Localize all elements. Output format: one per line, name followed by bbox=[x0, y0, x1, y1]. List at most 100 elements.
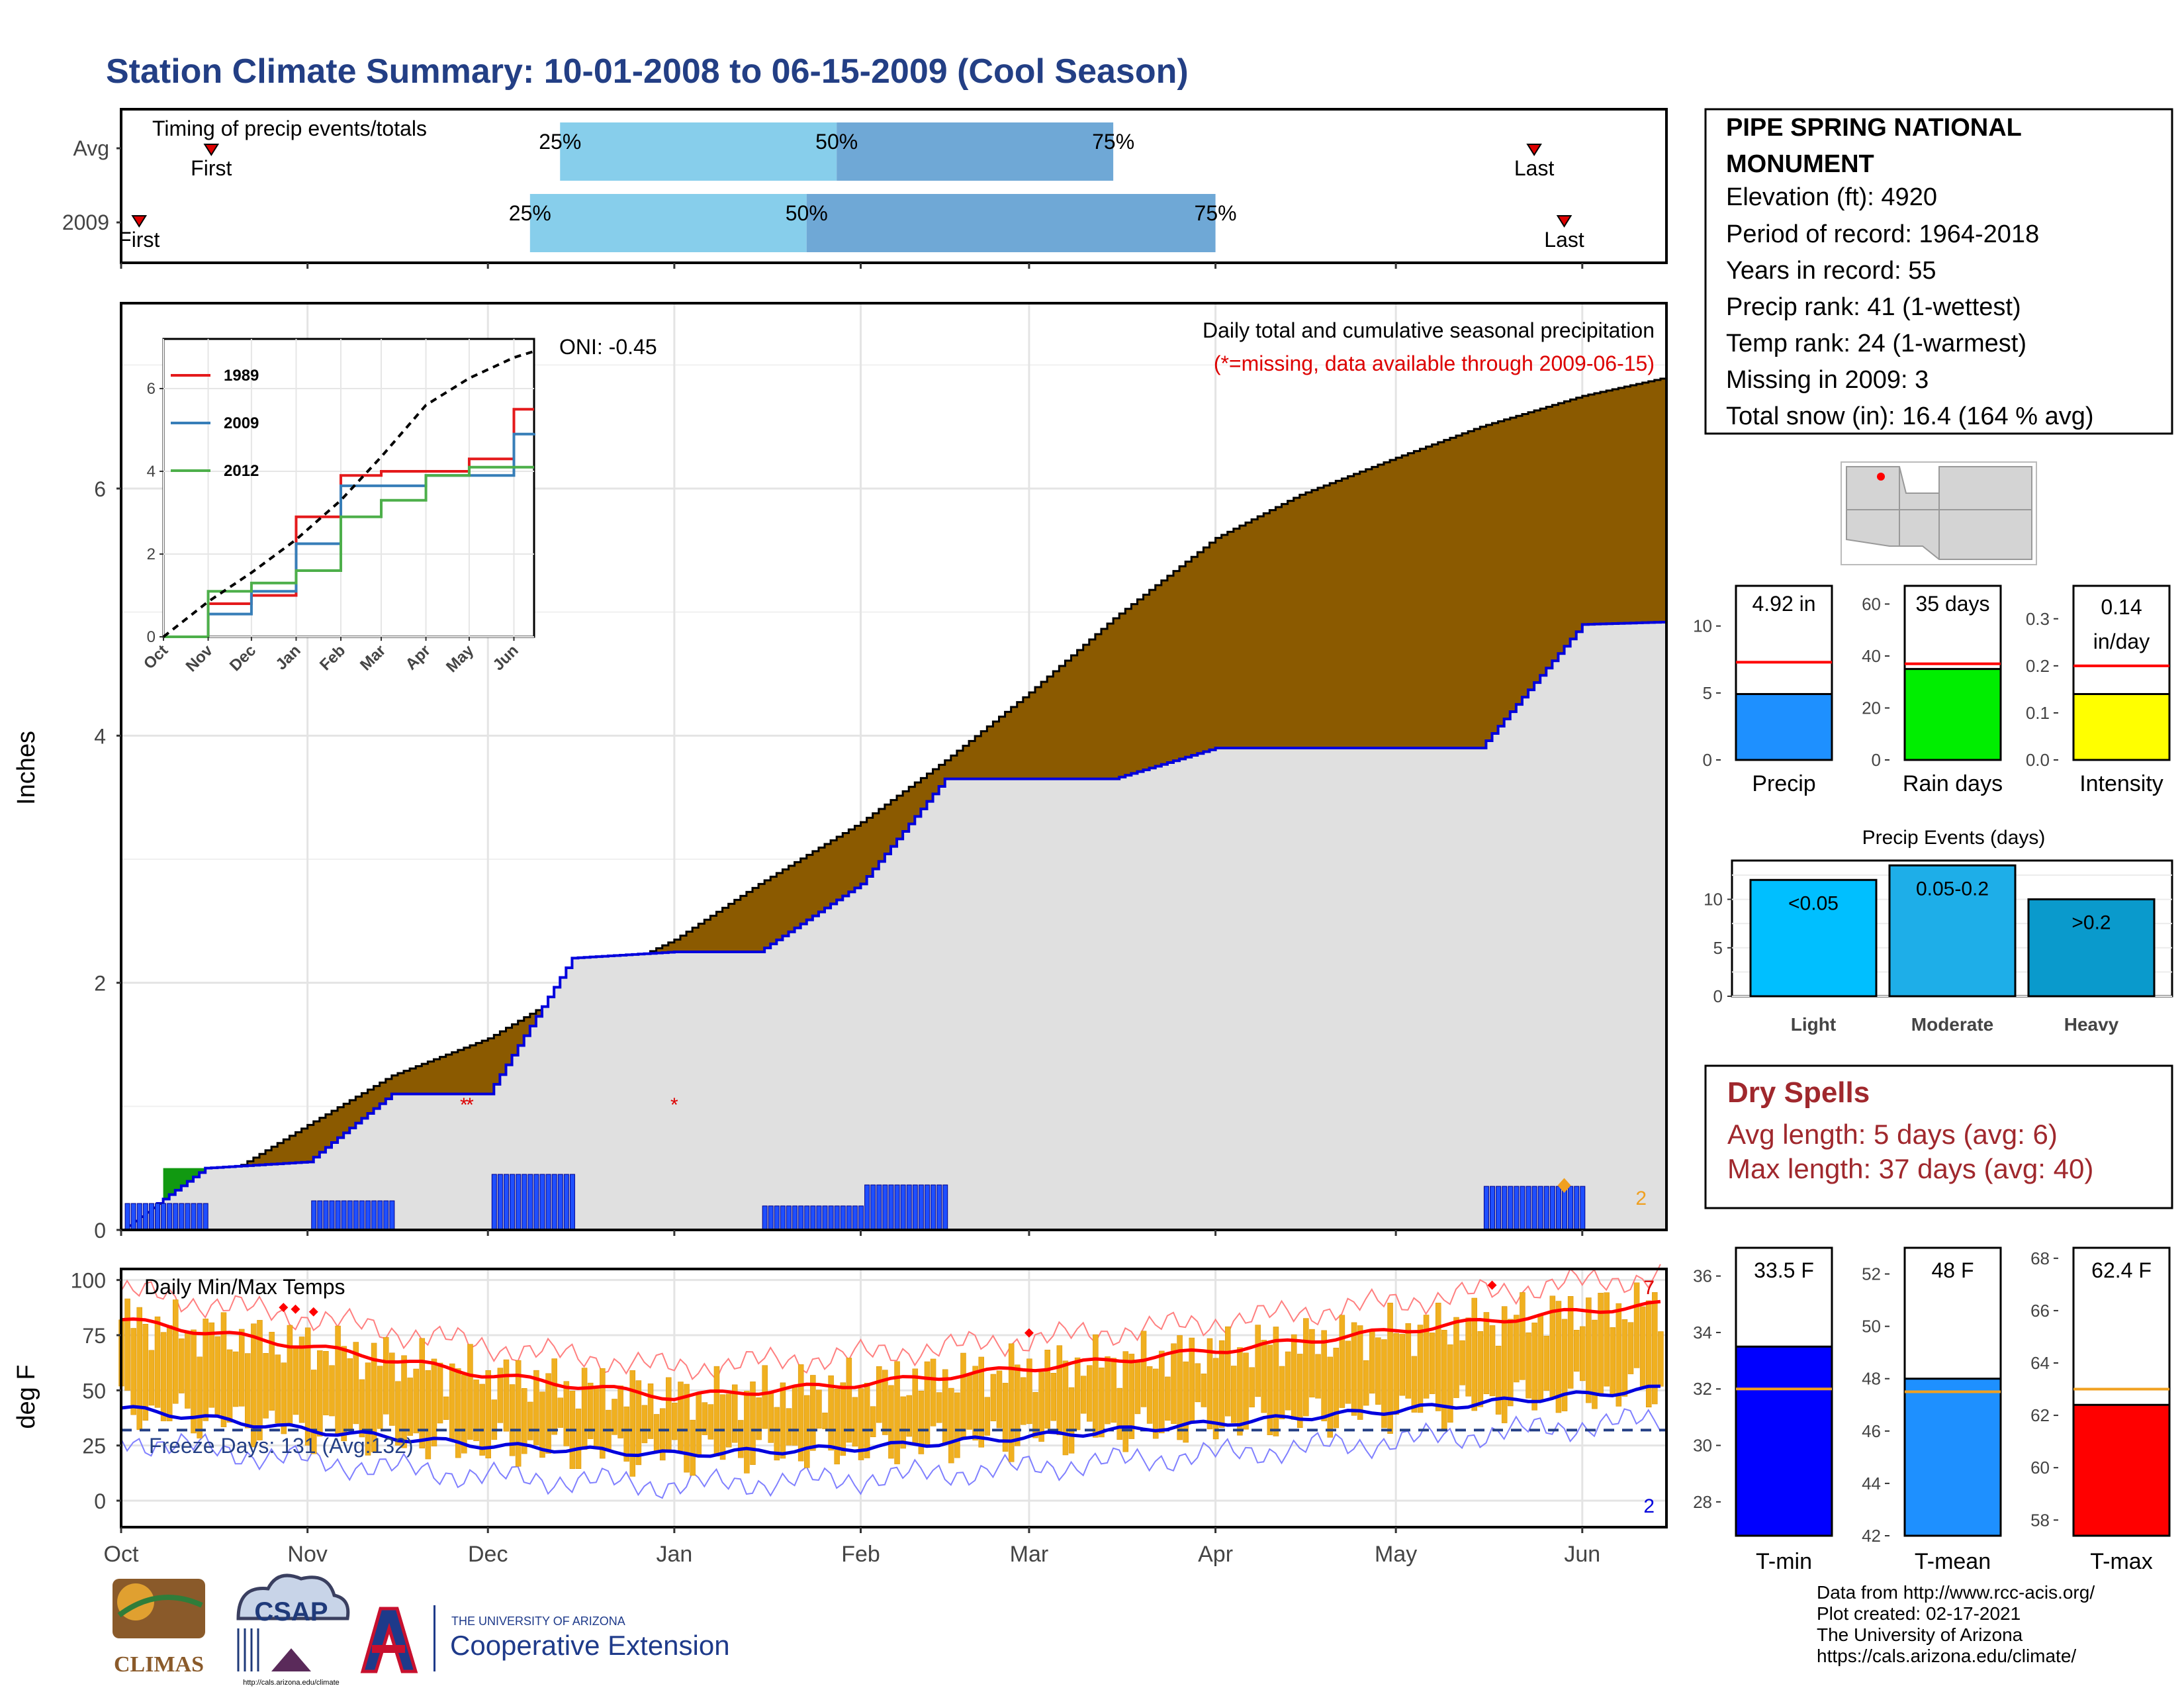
mini-y-tick-label: 40 bbox=[1862, 646, 1881, 666]
record-high-marker bbox=[1487, 1280, 1497, 1290]
daily-precip-bar bbox=[1514, 1186, 1520, 1231]
daily-temp-bar bbox=[1357, 1325, 1363, 1420]
daily-precip-bar bbox=[1568, 1186, 1574, 1231]
daily-precip-bar bbox=[377, 1200, 383, 1231]
mini-bar-value bbox=[1735, 692, 1833, 761]
daily-precip-bar bbox=[888, 1184, 894, 1231]
daily-temp-bar bbox=[1508, 1319, 1514, 1407]
daily-temp-bar bbox=[888, 1385, 894, 1459]
oni-label: ONI: -0.45 bbox=[559, 335, 657, 359]
daily-precip-bar bbox=[551, 1174, 557, 1231]
daily-temp-bar bbox=[533, 1370, 539, 1446]
daily-precip-bar bbox=[1549, 1186, 1555, 1231]
daily-temp-bar bbox=[251, 1323, 257, 1448]
timing-row-label: Avg bbox=[73, 136, 109, 160]
daily-temp-bar bbox=[1435, 1303, 1441, 1411]
daily-temp-bar bbox=[203, 1319, 208, 1421]
events-title: Precip Events (days) bbox=[1862, 827, 2046, 849]
timing-first-label: First bbox=[191, 156, 232, 180]
temp-y-tick-label: 100 bbox=[71, 1269, 106, 1293]
temp-bar-y-tick-label: 52 bbox=[1862, 1264, 1881, 1284]
daily-precip-bar bbox=[491, 1174, 497, 1231]
daily-temp-bar bbox=[1375, 1337, 1381, 1405]
temp-x-tick-label: Mar bbox=[1010, 1542, 1049, 1567]
daily-temp-bar bbox=[1212, 1358, 1219, 1440]
daily-temp-bar bbox=[918, 1391, 925, 1454]
mini-label: Rain days bbox=[1903, 771, 2003, 796]
daily-temp-bar bbox=[1514, 1315, 1520, 1383]
csap-logo: CSAP http://cals.arizona.edu/climate bbox=[236, 1573, 350, 1687]
daily-precip-bar bbox=[1580, 1186, 1586, 1231]
daily-temp-bar bbox=[539, 1391, 545, 1458]
daily-precip-bar bbox=[834, 1205, 840, 1231]
daily-temp-bar bbox=[816, 1389, 822, 1429]
csap-url: http://cals.arizona.edu/climate bbox=[243, 1679, 340, 1687]
temp-value-text: 62.4 F bbox=[2091, 1258, 2152, 1282]
daily-temp-bar bbox=[407, 1378, 413, 1436]
mini-bar-value bbox=[2072, 692, 2171, 761]
events-bar bbox=[1888, 864, 2017, 998]
station-period: Period of record: 1964-2018 bbox=[1726, 220, 2039, 248]
temp-bar-y-tick-label: 62 bbox=[2030, 1405, 2050, 1425]
daily-temp-bar bbox=[419, 1338, 426, 1449]
climas-logo: CLIMAS bbox=[113, 1579, 205, 1677]
daily-precip-bar bbox=[527, 1174, 533, 1231]
daily-precip-bar bbox=[563, 1174, 569, 1231]
daily-precip-bar bbox=[894, 1184, 900, 1231]
daily-temp-bar bbox=[1610, 1327, 1615, 1396]
daily-temp-bar bbox=[437, 1362, 443, 1424]
timing-panel: Timing of precip events/totals 25% 50% 75%… bbox=[62, 108, 1668, 269]
mini-y-tick-label: 0.2 bbox=[2026, 656, 2050, 676]
temp-chart-tmean: 42 44 46 48 50 52 48 F T-mean bbox=[1862, 1246, 2002, 1574]
daily-precip-bar bbox=[1543, 1186, 1549, 1231]
daily-temp-bar bbox=[1525, 1332, 1531, 1399]
daily-temp-bar bbox=[924, 1361, 931, 1446]
daily-temp-bar bbox=[323, 1351, 329, 1415]
daily-temp-bar bbox=[1116, 1387, 1122, 1440]
daily-temp-bar bbox=[1303, 1318, 1309, 1417]
mini-value-text: 0.14 bbox=[2101, 595, 2142, 619]
temp-y-tick-label: 75 bbox=[82, 1324, 106, 1348]
daily-temp-bar bbox=[563, 1381, 570, 1446]
daily-temp-bar bbox=[521, 1388, 527, 1454]
record-high-marker bbox=[308, 1307, 318, 1317]
timing-first-marker bbox=[131, 215, 148, 228]
events-y-tick-label: 0 bbox=[1713, 986, 1723, 1006]
temp-value-text: 48 F bbox=[1931, 1258, 1974, 1282]
temp-ylabel: deg F bbox=[13, 1364, 40, 1429]
temp-x-tick-label: Dec bbox=[468, 1542, 508, 1567]
daily-precip-bar bbox=[906, 1184, 912, 1231]
daily-precip-bar bbox=[148, 1203, 154, 1231]
daily-temp-bar bbox=[557, 1397, 563, 1428]
temp-bar-y-tick-label: 64 bbox=[2030, 1353, 2050, 1373]
timing-title: Timing of precip events/totals bbox=[152, 117, 427, 140]
daily-temp-bar bbox=[612, 1399, 617, 1435]
daily-temp-bar bbox=[479, 1383, 485, 1456]
events-x-label: Light bbox=[1791, 1014, 1836, 1035]
daily-temp-bar bbox=[684, 1383, 690, 1473]
temp-x-tick-label: May bbox=[1375, 1542, 1417, 1567]
daily-precip-bar bbox=[510, 1174, 516, 1231]
daily-temp-bar bbox=[1501, 1306, 1508, 1423]
daily-temp-bar bbox=[1580, 1326, 1586, 1382]
events-bars: 0 5 10 <0.05 Light 0.05-0.2 Moderate >0.2 Heavy bbox=[1704, 859, 2173, 1035]
dry-spells-avg: Avg length: 5 days (avg: 6) bbox=[1727, 1119, 2058, 1150]
daily-temp-bar bbox=[1183, 1361, 1189, 1443]
daily-temp-bar bbox=[936, 1392, 942, 1423]
timing-p25: 25% bbox=[509, 201, 551, 225]
daily-temp-bar bbox=[1483, 1312, 1490, 1395]
mini-y-tick-label: 10 bbox=[1693, 616, 1712, 636]
timing-p75: 75% bbox=[1092, 130, 1134, 154]
temp-bar-y-tick-label: 42 bbox=[1862, 1526, 1881, 1546]
daily-temp-bar bbox=[659, 1408, 666, 1461]
temp-title: Daily Min/Max Temps bbox=[144, 1275, 345, 1299]
daily-temp-bar bbox=[834, 1388, 840, 1465]
csap-text: CSAP bbox=[254, 1597, 328, 1626]
daily-temp-bar bbox=[1068, 1387, 1075, 1454]
daily-temp-bar bbox=[810, 1375, 816, 1451]
daily-temp-bar bbox=[377, 1366, 383, 1429]
daily-temp-bar bbox=[527, 1401, 533, 1440]
timing-first-marker bbox=[203, 144, 220, 156]
daily-precip-bar bbox=[858, 1205, 864, 1231]
daily-temp-bar bbox=[653, 1414, 660, 1453]
